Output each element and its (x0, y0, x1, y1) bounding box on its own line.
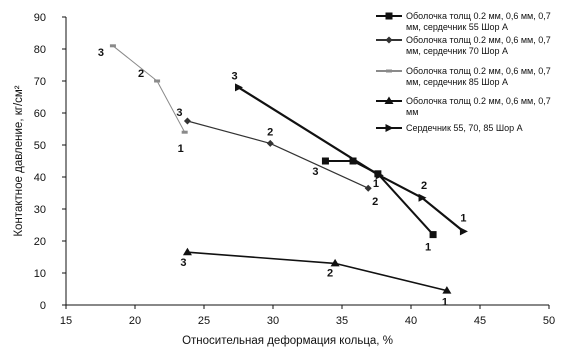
point-label: 3 (176, 107, 182, 119)
y-tick-label: 0 (40, 300, 46, 312)
x-tick-label: 25 (198, 315, 210, 327)
series-5 (235, 83, 468, 236)
legend-label: Оболочка толщ 0.2 мм, 0,6 мм, 0,7 мм, сер… (406, 66, 551, 87)
y-tick-label: 20 (34, 236, 46, 248)
data-point (375, 171, 384, 180)
data-point (364, 184, 372, 192)
point-label: 2 (138, 68, 144, 80)
legend-swatch-marker (386, 69, 392, 73)
axes: 0 10 20 30 40 50 60 70 80 90 15 20 25 30 35 40 45 50 Относ… (13, 12, 555, 347)
y-tick-label: 10 (34, 268, 46, 280)
data-point (429, 231, 437, 239)
point-label: 2 (327, 267, 333, 279)
series-3 (109, 44, 188, 134)
legend-label: Оболочка толщ 0.2 мм, 0,6 мм, 0,7 мм (406, 96, 551, 117)
x-tick-label: 50 (543, 315, 555, 327)
point-label: 3 (98, 47, 104, 59)
data-point (418, 193, 427, 202)
legend-swatch-marker (384, 96, 394, 104)
y-tick-label: 70 (34, 76, 46, 88)
point-label: 1 (178, 143, 184, 155)
x-tick-label: 30 (267, 315, 279, 327)
y-tick-label: 60 (34, 108, 46, 120)
data-point (349, 157, 357, 165)
x-axis-title: Относительная деформация кольца, % (182, 335, 393, 347)
data-point (181, 130, 188, 134)
legend-swatch-marker (385, 12, 393, 20)
point-label: 1 (425, 242, 431, 254)
data-point (330, 258, 340, 267)
data-point (235, 83, 243, 92)
x-tick-label: 15 (60, 315, 72, 327)
legend-label: Сердечник 55, 70, 85 Шор А (406, 123, 523, 133)
x-tick-label: 45 (474, 315, 486, 327)
legend: Оболочка толщ 0.2 мм, 0,6 мм, 0,7 мм, сер… (376, 11, 551, 133)
point-label: 3 (180, 257, 186, 269)
y-tick-label: 30 (34, 204, 46, 216)
legend-entry-3: Оболочка толщ 0.2 мм, 0,6 мм, 0,7 мм, сер… (376, 66, 551, 87)
series-line (112, 45, 186, 133)
legend-entry-4: Оболочка толщ 0.2 мм, 0,6 мм, 0,7 мм (376, 96, 551, 117)
point-label: 3 (312, 166, 318, 178)
legend-swatch-marker (385, 36, 393, 44)
y-tick-label: 90 (34, 12, 46, 24)
legend-label: Оболочка толщ 0.2 мм, 0,6 мм, 0,7 мм, сер… (406, 11, 551, 32)
point-label: 2 (372, 196, 378, 208)
legend-entry-5: Сердечник 55, 70, 85 Шор А (376, 123, 523, 133)
data-point (459, 227, 468, 236)
point-label: 2 (421, 180, 427, 192)
x-tick-label: 40 (405, 315, 417, 327)
x-tick-label: 35 (336, 315, 348, 327)
point-label: 3 (231, 70, 237, 82)
series-layer (109, 44, 468, 294)
legend-entry-2: Оболочка толщ 0.2 мм, 0,6 мм, 0,7 мм, сер… (376, 35, 551, 56)
series-line (237, 86, 465, 233)
series-4 (182, 247, 452, 294)
data-point (266, 139, 274, 147)
legend-entry-1: Оболочка толщ 0.2 мм, 0,6 мм, 0,7 мм, сер… (376, 11, 551, 32)
series-2 (183, 117, 372, 192)
data-point (183, 117, 191, 125)
y-tick-label: 50 (34, 140, 46, 152)
y-axis-title: Контактное давление, кг/см² (13, 85, 25, 236)
data-point (442, 286, 452, 294)
data-point (109, 44, 116, 48)
point-label: 1 (442, 297, 448, 309)
series-line (187, 120, 369, 189)
data-point (182, 247, 192, 256)
series-line (187, 251, 448, 292)
legend-swatch-marker (385, 124, 394, 132)
y-tick-label: 40 (34, 172, 46, 184)
data-point (154, 79, 161, 83)
point-label: 1 (373, 178, 379, 190)
point-label: 2 (267, 126, 273, 138)
point-label: 1 (460, 212, 466, 224)
data-point (321, 157, 329, 165)
legend-label: Оболочка толщ 0.2 мм, 0,6 мм, 0,7 мм, сер… (406, 35, 551, 56)
point-labels: 3 1 1 3 2 2 3 2 1 3 2 1 3 2 1 (98, 47, 467, 309)
y-tick-label: 80 (34, 44, 46, 56)
x-tick-label: 20 (129, 315, 141, 327)
